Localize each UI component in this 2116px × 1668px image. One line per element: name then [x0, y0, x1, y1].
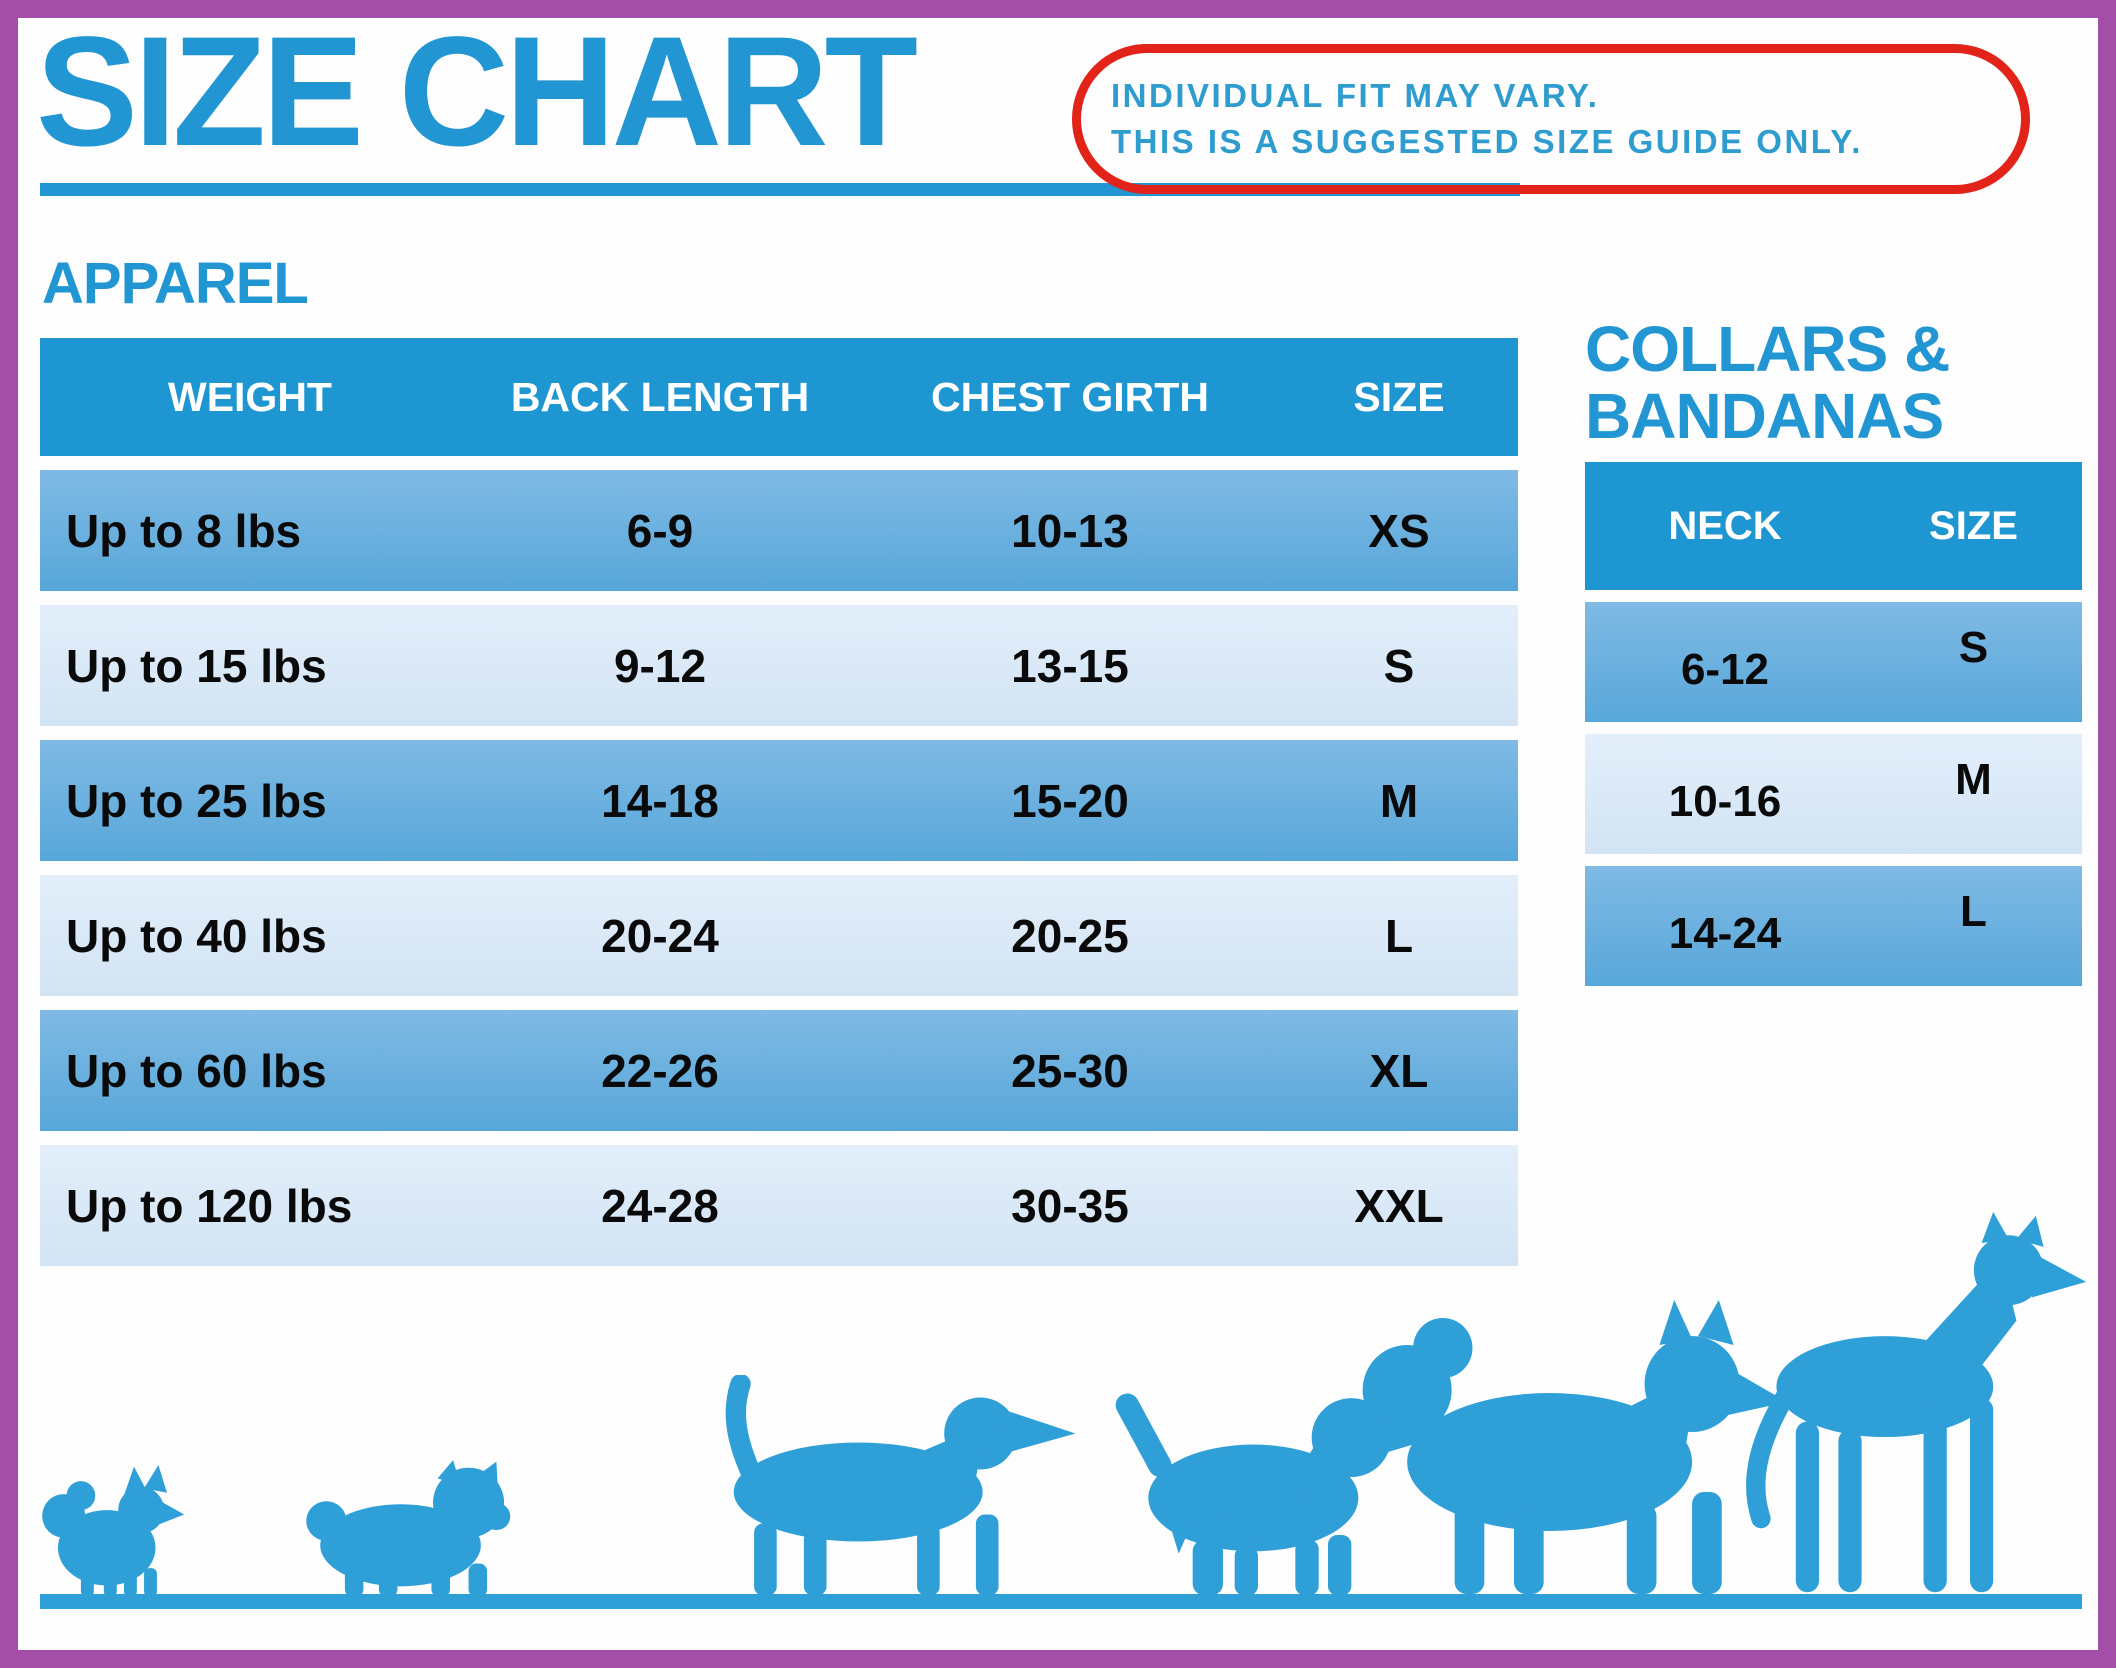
cell-size: M	[1379, 774, 1419, 827]
dog-silhouette-husky-icon	[1330, 1300, 1790, 1600]
apparel-size-table: WEIGHT BACK LENGTH CHEST GIRTH SIZE Up t…	[40, 338, 1518, 1266]
column-header-back-length: BACK LENGTH	[510, 373, 810, 420]
column-header-size: SIZE	[1929, 503, 2018, 548]
table-row: 14-24 L	[1585, 866, 2082, 986]
disclaimer-annotation-circle: INDIVIDUAL FIT MAY VARY. THIS IS A SUGGE…	[1072, 44, 2030, 194]
collars-heading-line-1: COLLARS &	[1585, 313, 1950, 385]
column-header-chest-girth: CHEST GIRTH	[931, 373, 1209, 420]
table-row: 10-16 M	[1585, 734, 2082, 854]
dog-silhouette-beagle-icon	[650, 1375, 1080, 1600]
cell-chest-girth: 30-35	[1011, 1179, 1129, 1232]
apparel-table-header-row: WEIGHT BACK LENGTH CHEST GIRTH SIZE	[40, 338, 1518, 456]
cell-back-length: 6-9	[626, 504, 694, 557]
collars-size-table: NECK SIZE 6-12 S 10-16 M 14-24 L	[1585, 462, 2082, 986]
cell-size: M	[1955, 755, 1992, 804]
cell-neck: 10-16	[1668, 777, 1782, 826]
cell-chest-girth: 20-25	[1011, 909, 1129, 962]
cell-size: XL	[1369, 1044, 1429, 1097]
cell-size: XS	[1368, 504, 1430, 557]
cell-weight: Up to 60 lbs	[66, 1044, 327, 1097]
table-row: Up to 15 lbs 9-12 13-15 S	[40, 605, 1518, 726]
disclaimer-line-2: THIS IS A SUGGESTED SIZE GUIDE ONLY.	[1111, 123, 1863, 160]
cell-back-length: 9-12	[613, 639, 707, 692]
table-row: Up to 60 lbs 22-26 25-30 XL	[40, 1010, 1518, 1131]
cell-back-length: 14-18	[601, 774, 719, 827]
cell-back-length: 20-24	[601, 909, 719, 962]
cell-size: XXL	[1354, 1179, 1444, 1232]
dog-silhouette-great-dane-icon	[1730, 1212, 2090, 1600]
cell-weight: Up to 15 lbs	[66, 639, 327, 692]
dog-silhouette-pomeranian-icon	[35, 1455, 200, 1600]
ground-line	[40, 1594, 2082, 1609]
cell-weight: Up to 8 lbs	[66, 504, 302, 557]
cell-weight: Up to 25 lbs	[66, 774, 327, 827]
cell-chest-girth: 10-13	[1011, 504, 1129, 557]
column-header-size: SIZE	[1353, 373, 1445, 420]
cell-weight: Up to 40 lbs	[66, 909, 327, 962]
table-row: Up to 25 lbs 14-18 15-20 M	[40, 740, 1518, 861]
cell-chest-girth: 13-15	[1011, 639, 1129, 692]
cell-size: S	[1958, 623, 1989, 672]
disclaimer-line-1: INDIVIDUAL FIT MAY VARY.	[1111, 77, 1600, 114]
dog-silhouette-cocker-spaniel-icon	[1090, 1368, 1440, 1600]
page-title: SIZE CHART	[36, 5, 918, 179]
cell-back-length: 22-26	[601, 1044, 719, 1097]
table-row: Up to 40 lbs 20-24 20-25 L	[40, 875, 1518, 996]
table-row: Up to 8 lbs 6-9 10-13 XS	[40, 470, 1518, 591]
apparel-section-heading: APPAREL	[42, 251, 309, 316]
cell-back-length: 24-28	[601, 1179, 719, 1232]
collars-table-header-row: NECK SIZE	[1585, 462, 2082, 590]
cell-chest-girth: 15-20	[1011, 774, 1129, 827]
cell-weight: Up to 120 lbs	[66, 1179, 353, 1232]
cell-neck: 6-12	[1680, 645, 1770, 694]
table-row: Up to 120 lbs 24-28 30-35 XXL	[40, 1145, 1518, 1266]
collars-heading-line-2: BANDANAS	[1585, 380, 1944, 453]
column-header-neck: NECK	[1668, 503, 1782, 548]
cell-size: L	[1960, 887, 1987, 936]
cell-neck: 14-24	[1668, 909, 1782, 958]
dog-silhouette-pug-icon	[280, 1448, 535, 1600]
column-header-weight: WEIGHT	[168, 373, 332, 420]
collars-section-heading: COLLARS & BANDANAS	[1585, 313, 1950, 453]
cell-size: L	[1384, 909, 1414, 962]
table-row: 6-12 S	[1585, 602, 2082, 722]
cell-size: S	[1383, 639, 1415, 692]
cell-chest-girth: 25-30	[1011, 1044, 1129, 1097]
